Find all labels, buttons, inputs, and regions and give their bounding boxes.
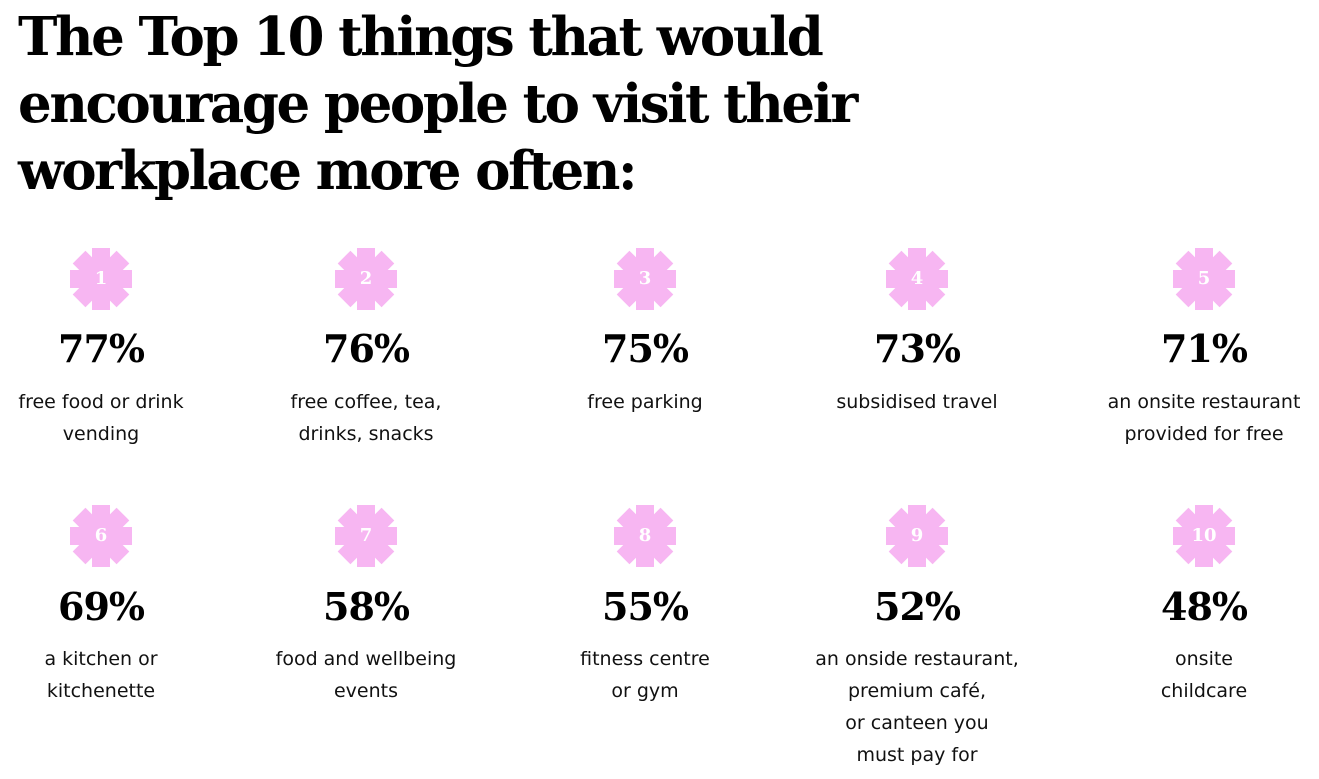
- description-line: food and wellbeing: [275, 648, 457, 670]
- percent-value: 48%: [1161, 584, 1248, 629]
- percent-value: 58%: [323, 584, 410, 629]
- flower-badge-icon: [614, 505, 676, 567]
- flower-badge-icon: [70, 248, 132, 310]
- description-line: vending: [62, 423, 140, 445]
- flower-badge-icon: [335, 248, 397, 310]
- rank-badge: 2: [334, 247, 398, 311]
- item-description: a kitchen or kitchenette: [0, 643, 236, 707]
- description-line: onsite: [1175, 648, 1233, 670]
- description-line: events: [333, 680, 398, 702]
- description-line: a kitchen or: [44, 648, 158, 670]
- percent-value: 55%: [602, 584, 689, 629]
- percent-value: 52%: [874, 584, 961, 629]
- description-line: kitchenette: [46, 680, 156, 702]
- item-description: free coffee, tea, drinks, snacks: [231, 386, 501, 450]
- description-line: premium café,: [847, 680, 987, 702]
- description-line: provided for free: [1124, 423, 1284, 445]
- rank-number: 3: [638, 268, 652, 289]
- description-line: fitness centre: [580, 648, 710, 670]
- rank-badge: 1: [69, 247, 133, 311]
- page-title: The Top 10 things that would encourage p…: [18, 4, 878, 205]
- rank-number: 4: [910, 268, 924, 289]
- rank-badge: 3: [613, 247, 677, 311]
- item-description: onsite childcare: [1069, 643, 1319, 707]
- description-line: an onside restaurant,: [815, 648, 1019, 670]
- item-description: food and wellbeing events: [231, 643, 501, 707]
- description-line: free parking: [587, 391, 703, 413]
- rank-number: 2: [359, 268, 373, 289]
- flower-badge-icon: [1173, 505, 1235, 567]
- rank-number: 10: [1191, 525, 1217, 546]
- item-description: free parking: [510, 386, 780, 418]
- rank-badge: 10: [1172, 504, 1236, 568]
- rank-number: 6: [94, 525, 108, 546]
- percent-value: 77%: [58, 326, 145, 371]
- rank-number: 1: [94, 268, 108, 289]
- rank-badge: 5: [1172, 247, 1236, 311]
- title-line: encourage people to visit their: [18, 73, 858, 135]
- flower-badge-icon: [886, 248, 948, 310]
- rank-badge: 8: [613, 504, 677, 568]
- description-line: free food or drink: [18, 391, 184, 413]
- percent-value: 71%: [1161, 326, 1248, 371]
- description-line: must pay for: [856, 744, 978, 766]
- flower-badge-icon: [335, 505, 397, 567]
- description-line: subsidised travel: [836, 391, 998, 413]
- description-line: or gym: [611, 680, 679, 702]
- title-line: The Top 10 things that would: [18, 6, 824, 68]
- item-description: fitness centre or gym: [510, 643, 780, 707]
- description-line: an onsite restaurant: [1107, 391, 1301, 413]
- rank-number: 5: [1197, 268, 1211, 289]
- title-line: workplace more often:: [18, 140, 638, 202]
- description-line: childcare: [1160, 680, 1248, 702]
- description-line: or canteen you: [845, 712, 989, 734]
- description-line: drinks, snacks: [298, 423, 434, 445]
- rank-number: 8: [638, 525, 652, 546]
- rank-number: 9: [910, 525, 924, 546]
- flower-badge-icon: [70, 505, 132, 567]
- percent-value: 76%: [323, 326, 410, 371]
- rank-badge: 9: [885, 504, 949, 568]
- item-description: subsidised travel: [782, 386, 1052, 418]
- item-description: free food or drink vending: [0, 386, 236, 450]
- rank-badge: 7: [334, 504, 398, 568]
- flower-badge-icon: [614, 248, 676, 310]
- item-description: an onside restaurant, premium café, or can…: [782, 643, 1052, 771]
- rank-number: 7: [359, 525, 373, 546]
- percent-value: 75%: [602, 326, 689, 371]
- flower-badge-icon: [1173, 248, 1235, 310]
- rank-badge: 6: [69, 504, 133, 568]
- flower-badge-icon: [886, 505, 948, 567]
- percent-value: 73%: [874, 326, 961, 371]
- rank-badge: 4: [885, 247, 949, 311]
- percent-value: 69%: [58, 584, 145, 629]
- item-description: an onsite restaurant provided for free: [1069, 386, 1319, 450]
- description-line: free coffee, tea,: [290, 391, 442, 413]
